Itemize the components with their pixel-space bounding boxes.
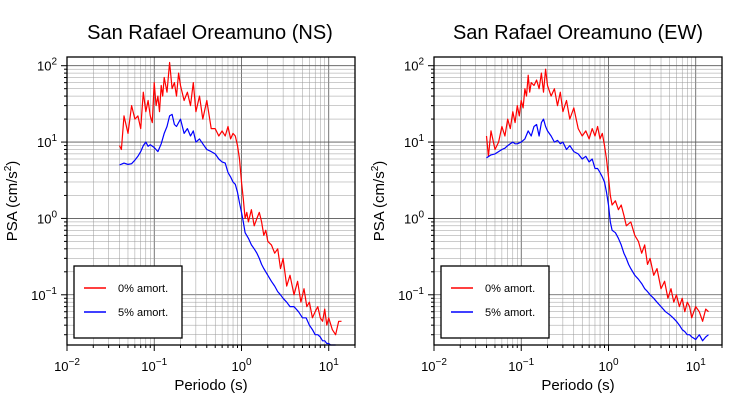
x-tick-label: 10−2 <box>54 357 80 374</box>
x-tick-label: 101 <box>686 357 706 374</box>
legend-label-0-amort: 0% amort. <box>485 283 535 295</box>
x-axis-label: Periodo (s) <box>174 377 247 394</box>
y-tick-label: 100 <box>37 209 57 226</box>
y-tick-label: 100 <box>404 209 424 226</box>
ticks-layer: 10−2 10−1 100 101 10−1 100 101 102 <box>31 57 356 374</box>
y-tick-label: 102 <box>37 57 57 74</box>
series-line-0-amort <box>118 61 342 336</box>
series-line-5-amort <box>486 118 709 342</box>
chart-panel-ns: San Rafael Oreamuno (NS) 10−2 10−1 100 1011… <box>3 22 356 394</box>
legend-label-5-amort: 5% amort. <box>118 307 168 319</box>
y-tick-label: 101 <box>404 133 424 150</box>
x-tick-label: 10−1 <box>141 357 167 374</box>
y-tick-label: 102 <box>404 57 424 74</box>
legend-box <box>73 265 183 339</box>
series-layer <box>118 61 342 346</box>
y-tick-label: 10−1 <box>31 286 57 303</box>
legend: 0% amort. 5% amort. <box>440 265 550 339</box>
x-axis-label: Periodo (s) <box>541 377 614 394</box>
chart-panel-ew: San Rafael Oreamuno (EW) 10−2 10−1 100 1011… <box>370 22 723 394</box>
chart-title: San Rafael Oreamuno (NS) <box>87 22 333 44</box>
y-axis-label: PSA (cm/s2) <box>370 161 388 242</box>
legend-box <box>440 265 550 339</box>
series-line-5-amort <box>119 113 336 346</box>
x-tick-label: 101 <box>319 357 339 374</box>
ticks-layer: 10−2 10−1 100 101 10−1 100 101 102 <box>398 57 723 374</box>
y-tick-label: 10−1 <box>398 286 424 303</box>
legend-label-5-amort: 5% amort. <box>485 307 535 319</box>
y-axis-label: PSA (cm/s2) <box>3 161 21 242</box>
series-line-0-amort <box>485 68 709 322</box>
legend-label-0-amort: 0% amort. <box>118 283 168 295</box>
legend: 0% amort. 5% amort. <box>73 265 183 339</box>
chart-title: San Rafael Oreamuno (EW) <box>453 22 703 44</box>
y-tick-label: 101 <box>37 133 57 150</box>
x-tick-label: 100 <box>231 357 251 374</box>
x-tick-label: 10−2 <box>421 357 447 374</box>
plot-frame <box>66 56 356 346</box>
plot-frame <box>433 56 723 346</box>
x-tick-label: 10−1 <box>508 357 534 374</box>
series-layer <box>485 68 709 342</box>
x-tick-label: 100 <box>598 357 618 374</box>
